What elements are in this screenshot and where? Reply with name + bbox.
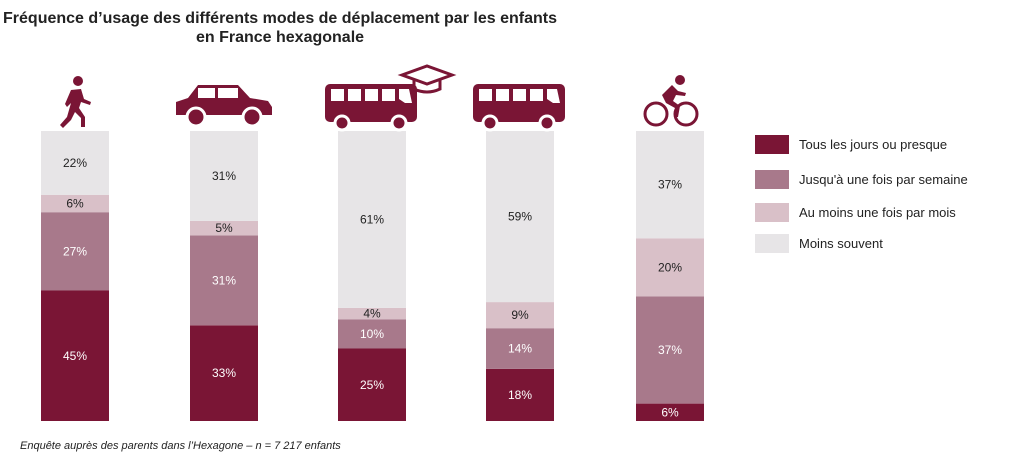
school-bus-icon [325, 64, 457, 132]
data-label: 18% [508, 388, 532, 402]
bar-segment [486, 328, 554, 369]
legend-swatch [755, 170, 789, 189]
bar-segment [41, 290, 109, 421]
bar-segment [338, 319, 406, 349]
data-label: 33% [212, 366, 236, 380]
legend-item: Au moins une fois par mois [755, 203, 956, 222]
legend-label: Au moins une fois par mois [799, 205, 956, 220]
data-label: 31% [212, 273, 236, 287]
bar-segment [486, 302, 554, 329]
data-label: 25% [360, 378, 384, 392]
bar-segment [338, 131, 406, 308]
bar-segment [41, 212, 109, 291]
bar-segment [338, 307, 406, 320]
data-label: 6% [661, 405, 679, 419]
legend-label: Moins souvent [799, 236, 883, 251]
data-label: 37% [658, 178, 682, 192]
legend-label: Tous les jours ou presque [799, 137, 948, 152]
chart-title-line-2: en France hexagonale [195, 29, 365, 46]
stacked-bar-chart: 45% 27% 6% 22% 33% 31% 5% 31% 25% 10% 4% 61% 18% 14% 9… [41, 64, 704, 421]
data-label: 37% [658, 343, 682, 357]
legend-item: Moins souvent [755, 234, 883, 253]
bar-segment [41, 131, 109, 195]
bicycle-icon [643, 75, 699, 127]
data-label: 9% [511, 308, 529, 322]
data-label: 4% [363, 307, 381, 321]
legend-swatch [755, 135, 789, 154]
bar-segment [190, 131, 258, 221]
data-label: 6% [66, 197, 84, 211]
walk-icon [60, 76, 91, 128]
data-label: 59% [508, 210, 532, 224]
chart-title-line-1: Fréquence d’usage des différents modes d… [3, 10, 557, 27]
data-label: 5% [215, 221, 233, 235]
data-label: 10% [360, 327, 384, 341]
bar-segment [190, 325, 258, 421]
legend-swatch [755, 203, 789, 222]
bar-segment [486, 368, 554, 421]
data-label: 27% [63, 244, 87, 258]
data-label: 31% [212, 169, 236, 183]
legend-item: Jusqu'à une fois par semaine [755, 170, 968, 189]
bar-segment [636, 238, 704, 297]
data-label: 61% [360, 212, 384, 226]
data-label: 20% [658, 260, 682, 274]
bar-segment [190, 220, 258, 236]
data-label: 22% [63, 156, 87, 170]
bar-segment [190, 235, 258, 326]
bus-icon [473, 84, 565, 132]
car-icon [176, 85, 272, 128]
bar-segment [636, 403, 704, 421]
data-label: 45% [63, 349, 87, 363]
footnote: Enquête auprès des parents dans l’Hexago… [20, 440, 341, 452]
bar-segment [636, 131, 704, 239]
data-label: 14% [508, 342, 532, 356]
bar-segment [338, 348, 406, 421]
legend-label: Jusqu'à une fois par semaine [799, 172, 968, 187]
bar-segment [41, 194, 109, 213]
legend-item: Tous les jours ou presque [755, 135, 947, 154]
bar-segment [636, 296, 704, 404]
legend-swatch [755, 234, 789, 253]
bar-segment [486, 131, 554, 303]
